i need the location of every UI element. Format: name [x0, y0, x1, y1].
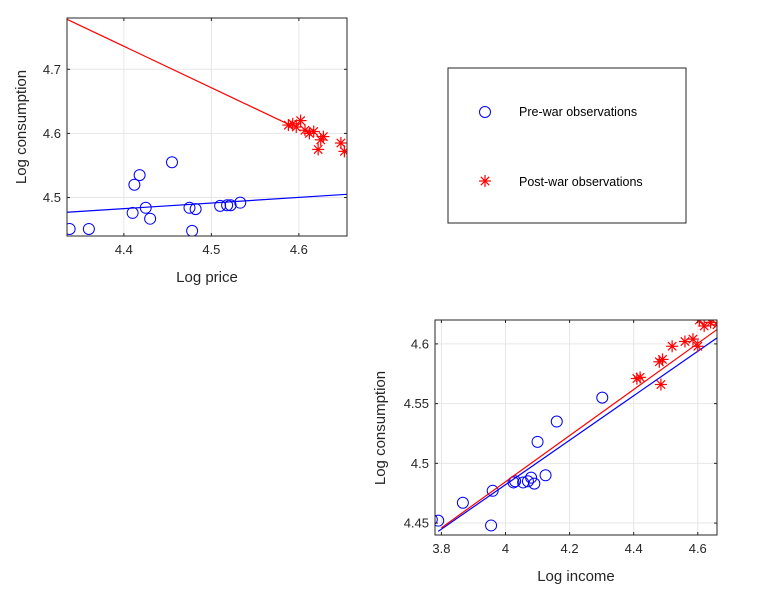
pre-war-point: [528, 477, 541, 490]
y-tick-label: 4.5: [43, 190, 61, 205]
pre-war-point: [531, 435, 544, 448]
post-war-point: [654, 378, 667, 391]
post-war-fit-line: [67, 18, 291, 126]
pre-war-point: [126, 206, 139, 219]
pre-war-point: [82, 222, 95, 235]
legend-asterisk-marker: [479, 175, 491, 187]
post-war-point: [634, 371, 647, 384]
x-tick-label: 4.5: [202, 242, 220, 257]
income-plot-grid: [435, 320, 717, 535]
pre-war-point: [486, 484, 499, 497]
pre-war-fit-line: [437, 337, 717, 532]
income-plot-ylabel: Log consumption: [372, 371, 389, 485]
pre-war-point: [221, 199, 234, 212]
post-war-point: [312, 143, 325, 156]
y-tick-label: 4.45: [404, 516, 429, 531]
income-plot-marks: [435, 320, 717, 532]
pre-war-point: [139, 201, 152, 214]
y-tick-label: 4.6: [411, 336, 429, 351]
post-war-point: [711, 320, 717, 331]
pre-war-point: [525, 471, 538, 484]
pre-war-fit-line: [67, 193, 347, 213]
legend: Pre-war observations Post-war observatio…: [447, 67, 687, 224]
post-war-point: [693, 320, 706, 326]
price-plot-ticks: 4.4 4.5 4.6 4.5 4.6 4.7: [43, 18, 347, 257]
x-tick-label: 4.6: [689, 541, 707, 556]
legend-label-post-war: Post-war observations: [519, 175, 643, 189]
y-tick-label: 4.7: [43, 62, 61, 77]
x-tick-label: 4.4: [625, 541, 643, 556]
post-war-point: [338, 145, 347, 158]
y-tick-label: 4.55: [404, 396, 429, 411]
y-tick-label: 4.5: [411, 456, 429, 471]
pre-war-point: [67, 222, 76, 235]
post-war-point: [698, 320, 711, 332]
pre-war-point: [183, 201, 196, 214]
price-plot-ylabel: Log consumption: [13, 70, 30, 184]
income-plot: 3.8 4 4.2 4.4 4.6 4.45 4.5 4.55 4.6 Log income L…: [372, 319, 718, 585]
pre-war-point: [596, 391, 609, 404]
pre-war-point: [133, 169, 146, 182]
x-tick-label: 3.8: [432, 541, 450, 556]
x-tick-label: 4.2: [561, 541, 579, 556]
price-plot: 4.4 4.5 4.6 4.5 4.6 4.7 Log price Log consump…: [13, 17, 348, 286]
pre-war-point: [166, 156, 178, 169]
legend-box: [447, 67, 687, 224]
post-war-point: [307, 125, 320, 138]
pre-war-point: [186, 224, 199, 236]
pre-war-point: [550, 415, 563, 428]
pre-war-point: [509, 475, 522, 488]
price-plot-frame: [66, 17, 348, 237]
post-war-point: [294, 114, 307, 127]
post-war-point: [317, 130, 330, 143]
pre-war-point: [435, 514, 445, 527]
pre-war-point: [521, 475, 534, 488]
pre-war-point: [224, 199, 237, 212]
pre-war-point: [456, 496, 469, 509]
price-plot-xlabel: Log price: [176, 269, 238, 286]
pre-war-point: [234, 196, 247, 209]
post-war-fit-line: [441, 329, 717, 529]
post-war-point: [686, 333, 699, 346]
x-tick-label: 4.4: [115, 242, 133, 257]
x-tick-label: 4.6: [290, 242, 308, 257]
legend-label-pre-war: Pre-war observations: [519, 105, 637, 119]
income-plot-frame: [434, 319, 718, 536]
price-plot-marks: [67, 18, 347, 236]
x-tick-label: 4: [502, 541, 509, 556]
pre-war-point: [539, 469, 552, 482]
income-plot-xlabel: Log income: [537, 568, 615, 585]
post-war-point: [691, 340, 704, 353]
income-plot-ticks: 3.8 4 4.2 4.4 4.6 4.45 4.5 4.55 4.6: [404, 320, 717, 556]
legend-circle-marker: [479, 106, 491, 118]
y-tick-label: 4.6: [43, 126, 61, 141]
post-war-point: [666, 340, 679, 353]
pre-war-point: [189, 203, 202, 216]
pre-war-point: [485, 519, 498, 532]
post-war-point: [656, 353, 669, 366]
pre-war-point: [507, 476, 520, 489]
post-war-point: [334, 137, 347, 150]
post-war-point: [678, 335, 691, 348]
pre-war-point: [144, 212, 157, 225]
pre-war-point: [435, 514, 438, 525]
pre-war-point: [128, 178, 141, 191]
